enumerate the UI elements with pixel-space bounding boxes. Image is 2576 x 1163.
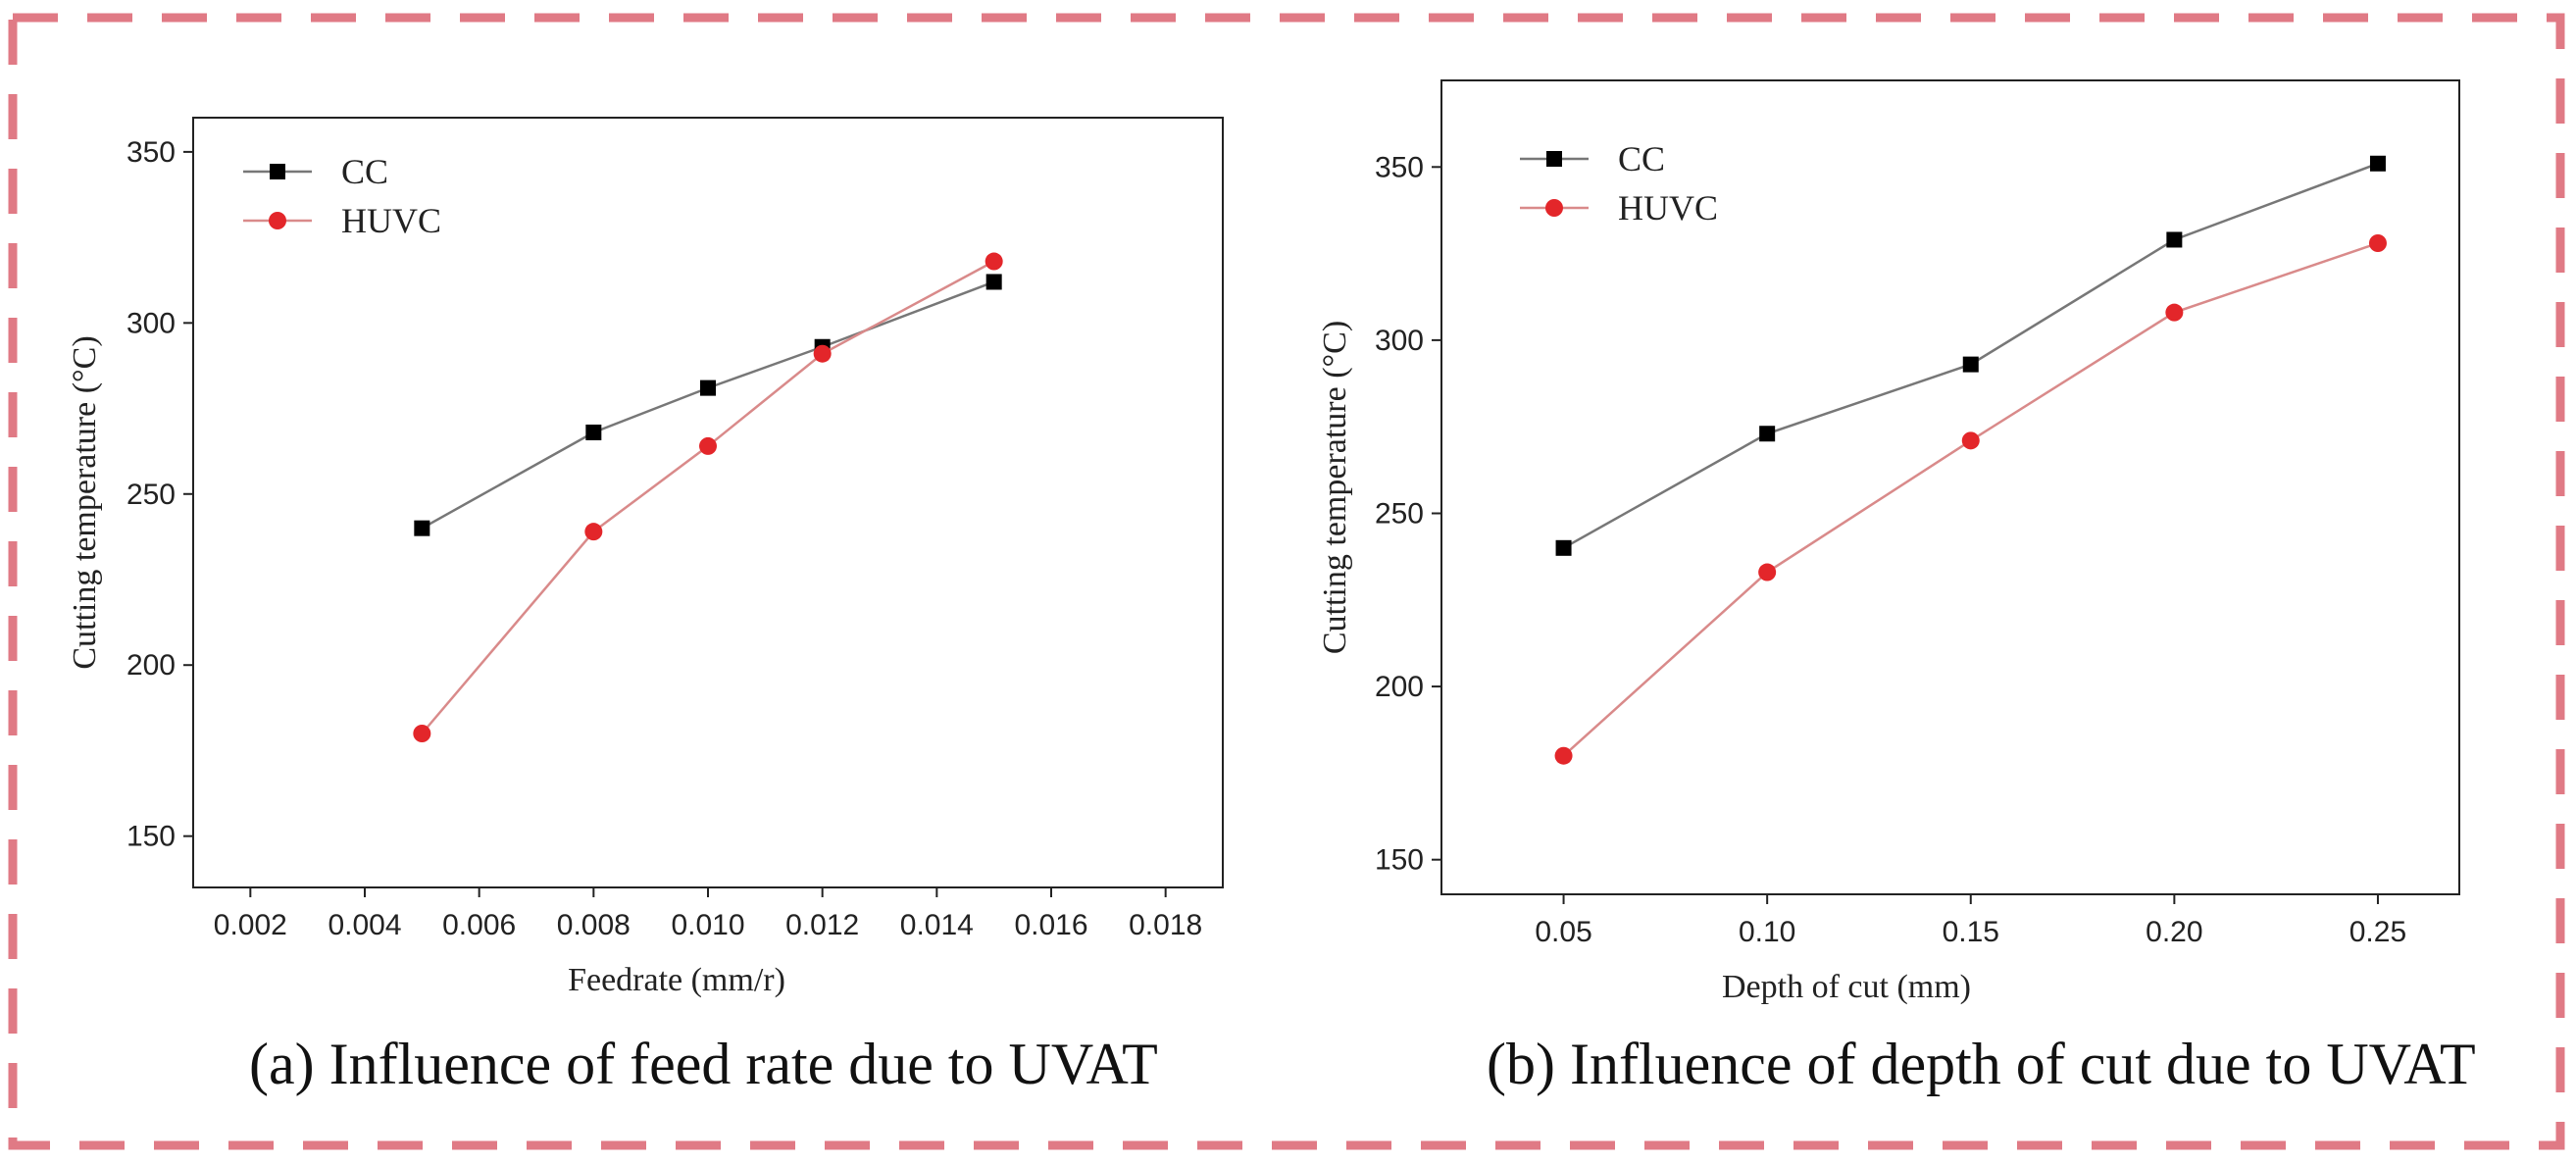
legend-marker-cc <box>270 164 285 179</box>
data-point-huvc <box>584 523 603 541</box>
data-point-cc <box>2166 231 2183 248</box>
data-point-cc <box>1555 539 1572 556</box>
x-tick-label: 0.20 <box>2146 916 2202 948</box>
legend-marker-huvc <box>1545 199 1563 217</box>
data-point-huvc <box>1554 746 1573 765</box>
y-tick-label: 250 <box>1375 497 1424 530</box>
chart-depth-of-cut: 0.05 0.10 0.15 0.20 0.25 150 200 250 300 350 Depth… <box>1317 79 2460 1005</box>
series-line-cc <box>421 280 995 530</box>
data-point-cc <box>1962 356 1979 373</box>
series-line-huvc <box>1562 241 2379 757</box>
x-tick-label: 0.006 <box>442 909 516 941</box>
y-tick-label: 300 <box>126 307 176 339</box>
x-tick-label: 0.004 <box>328 909 401 941</box>
y-tick-label: 300 <box>1375 325 1424 357</box>
legend-label-huvc: HUVC <box>341 201 441 240</box>
x-tick-label: 0.10 <box>1739 916 1795 948</box>
x-tick-label: 0.016 <box>1014 909 1087 941</box>
data-point-huvc <box>813 344 832 363</box>
y-axis-label: Cutting temperature (°C) <box>67 335 103 669</box>
x-tick-label: 0.15 <box>1943 916 1999 948</box>
data-point-cc <box>2369 155 2386 172</box>
x-tick-label: 0.014 <box>900 909 974 941</box>
data-point-cc <box>985 274 1002 290</box>
legend-marker-huvc <box>269 212 286 229</box>
x-tick-label: 0.002 <box>214 909 287 941</box>
legend-label-cc: CC <box>341 152 388 191</box>
x-tick-label: 0.010 <box>671 909 744 941</box>
x-tick-label: 0.008 <box>557 909 631 941</box>
y-tick-label: 200 <box>1375 671 1424 703</box>
plot-area-frame <box>1440 79 2460 895</box>
y-tick-label: 150 <box>126 821 176 853</box>
y-axis-label: Cutting temperature (°C) <box>1317 321 1353 654</box>
y-tick-label: 150 <box>1375 844 1424 877</box>
y-tick-label: 350 <box>126 136 176 169</box>
y-tick-label: 250 <box>126 479 176 511</box>
x-tick-label: 0.018 <box>1129 909 1202 941</box>
data-point-cc <box>414 520 430 536</box>
data-point-huvc <box>699 436 717 455</box>
data-point-huvc <box>2368 234 2387 252</box>
data-point-huvc <box>985 252 1003 271</box>
chart-feed-rate: 0.002 0.004 0.006 0.008 0.010 0.012 0.014 0.016… <box>67 117 1224 998</box>
x-axis-label: Depth of cut (mm) <box>1722 969 1971 1005</box>
data-point-cc <box>585 424 602 440</box>
data-point-cc <box>1759 426 1776 442</box>
y-tick-label: 200 <box>126 649 176 682</box>
series-line-huvc <box>421 260 995 734</box>
legend-marker-cc <box>1546 151 1562 167</box>
y-tick-label: 350 <box>1375 151 1424 183</box>
caption-depth-of-cut: (b) Influence of depth of cut due to UVA… <box>1487 1032 2476 1096</box>
legend-label-huvc: HUVC <box>1618 188 1718 228</box>
x-tick-label: 0.012 <box>785 909 859 941</box>
caption-feed-rate: (a) Influence of feed rate due to UVAT <box>249 1032 1158 1096</box>
legend-label-cc: CC <box>1618 139 1665 178</box>
data-point-huvc <box>1961 431 1980 450</box>
data-point-huvc <box>2165 303 2184 322</box>
x-tick-label: 0.25 <box>2349 916 2406 948</box>
x-tick-label: 0.05 <box>1535 916 1591 948</box>
data-point-huvc <box>413 725 431 742</box>
x-axis-label: Feedrate (mm/r) <box>568 962 785 998</box>
data-point-cc <box>700 379 716 396</box>
data-point-huvc <box>1758 563 1777 582</box>
